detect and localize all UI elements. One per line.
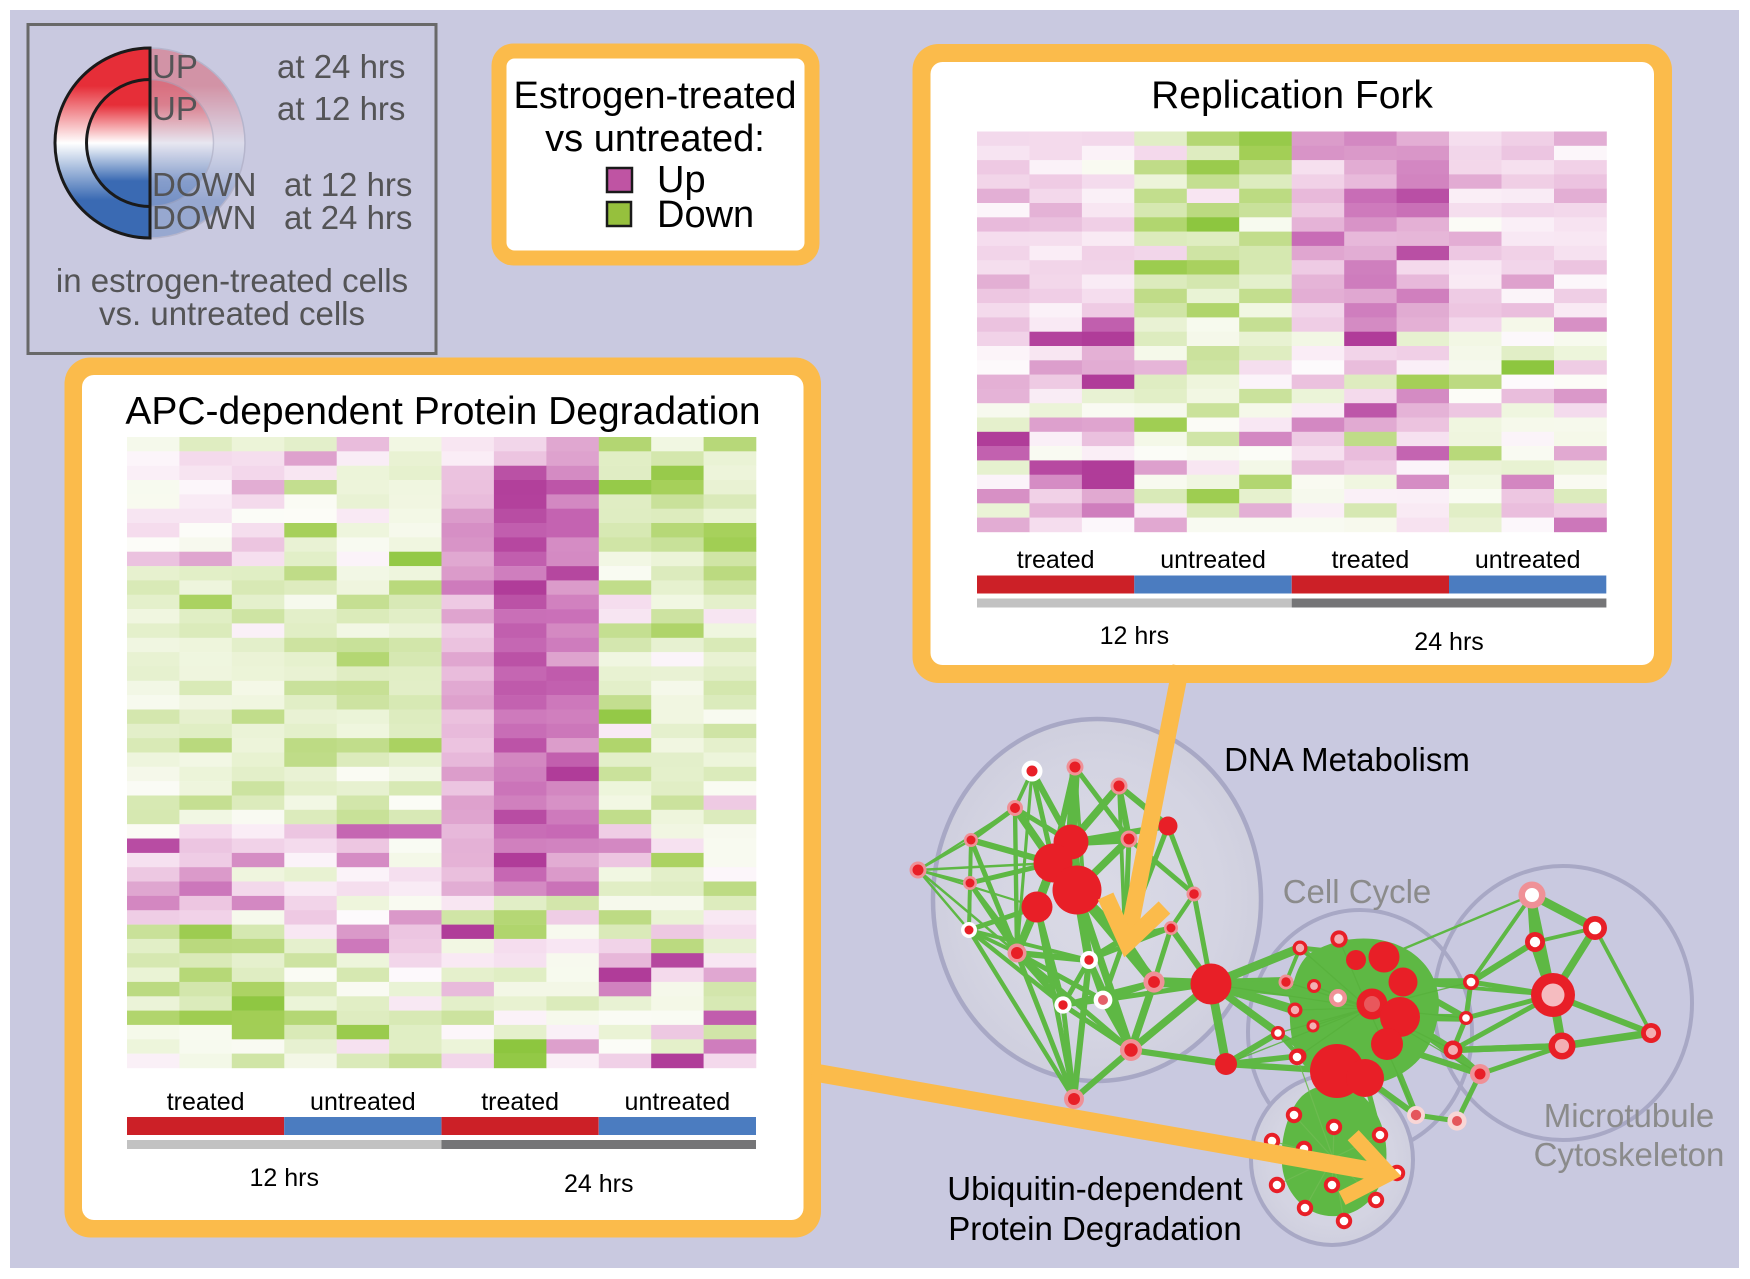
svg-text:UP: UP: [152, 48, 198, 85]
svg-text:12 hrs: 12 hrs: [250, 1164, 319, 1192]
svg-text:vs untreated:: vs untreated:: [545, 118, 765, 160]
svg-text:24 hrs: 24 hrs: [564, 1170, 633, 1198]
svg-text:at 12 hrs: at 12 hrs: [277, 90, 405, 127]
svg-text:DOWN: DOWN: [152, 199, 256, 236]
svg-text:DNA Metabolism: DNA Metabolism: [1224, 741, 1470, 778]
svg-text:untreated: untreated: [310, 1088, 416, 1116]
svg-text:vs. untreated cells: vs. untreated cells: [99, 295, 365, 332]
svg-text:Up: Up: [657, 159, 706, 201]
svg-text:DOWN: DOWN: [152, 166, 256, 203]
svg-text:in estrogen-treated cells: in estrogen-treated cells: [56, 262, 408, 299]
svg-text:Replication Fork: Replication Fork: [1151, 74, 1433, 117]
svg-text:Protein Degradation: Protein Degradation: [948, 1210, 1242, 1247]
svg-text:untreated: untreated: [1475, 546, 1581, 574]
svg-text:APC-dependent Protein Degradat: APC-dependent Protein Degradation: [125, 390, 760, 433]
svg-text:24 hrs: 24 hrs: [1414, 628, 1483, 656]
svg-text:Down: Down: [657, 194, 754, 236]
svg-text:12 hrs: 12 hrs: [1100, 622, 1169, 650]
svg-text:UP: UP: [152, 90, 198, 127]
svg-text:Ubiquitin-dependent: Ubiquitin-dependent: [947, 1170, 1242, 1207]
svg-text:Microtubule: Microtubule: [1544, 1097, 1715, 1134]
svg-text:untreated: untreated: [625, 1088, 731, 1116]
svg-text:treated: treated: [1017, 546, 1095, 574]
svg-text:Estrogen-treated: Estrogen-treated: [513, 75, 796, 117]
svg-text:at 24 hrs: at 24 hrs: [277, 48, 405, 85]
svg-text:Cytoskeleton: Cytoskeleton: [1534, 1136, 1725, 1173]
svg-text:at 12 hrs: at 12 hrs: [284, 166, 412, 203]
svg-text:treated: treated: [481, 1088, 559, 1116]
svg-text:at 24 hrs: at 24 hrs: [284, 199, 412, 236]
svg-text:treated: treated: [1331, 546, 1409, 574]
svg-text:Cell Cycle: Cell Cycle: [1283, 873, 1432, 910]
svg-text:treated: treated: [167, 1088, 245, 1116]
svg-text:untreated: untreated: [1160, 546, 1266, 574]
